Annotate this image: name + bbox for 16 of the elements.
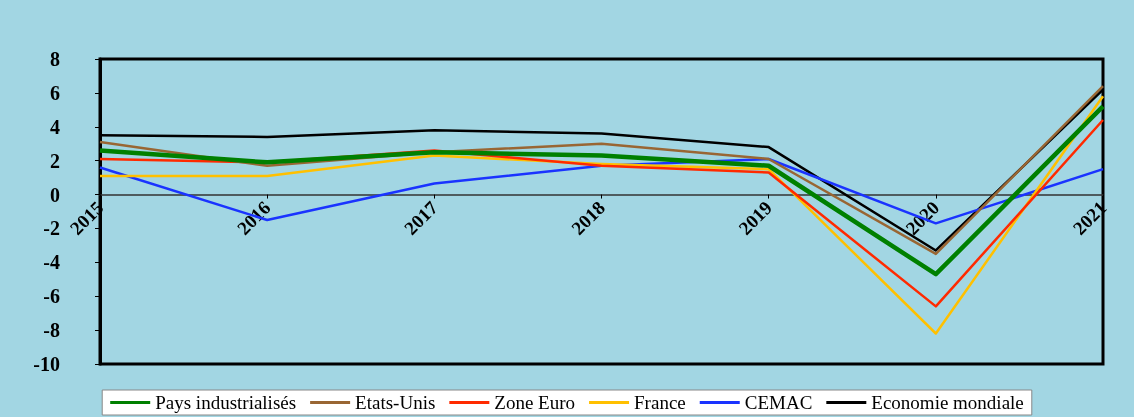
y-tick-label: -4	[43, 251, 60, 274]
y-tick-label: 2	[50, 149, 60, 172]
legend-label: France	[634, 392, 686, 413]
y-tick-label: -2	[43, 217, 60, 240]
legend-label: Etats-Unis	[355, 392, 436, 413]
y-tick-label: 4	[50, 115, 60, 138]
y-tick-label: -8	[43, 319, 60, 342]
y-tick-label: -10	[33, 353, 60, 375]
y-tick-label: 6	[50, 81, 60, 104]
legend-label: Zone Euro	[494, 392, 576, 413]
y-tick-label: 0	[50, 183, 60, 206]
legend-label: CEMAC	[744, 392, 813, 413]
y-tick-label: 8	[50, 48, 60, 70]
legend-label: Economie mondiale	[871, 392, 1024, 413]
legend-label: Pays industrialisés	[155, 392, 297, 413]
y-tick-label: -6	[43, 285, 60, 308]
